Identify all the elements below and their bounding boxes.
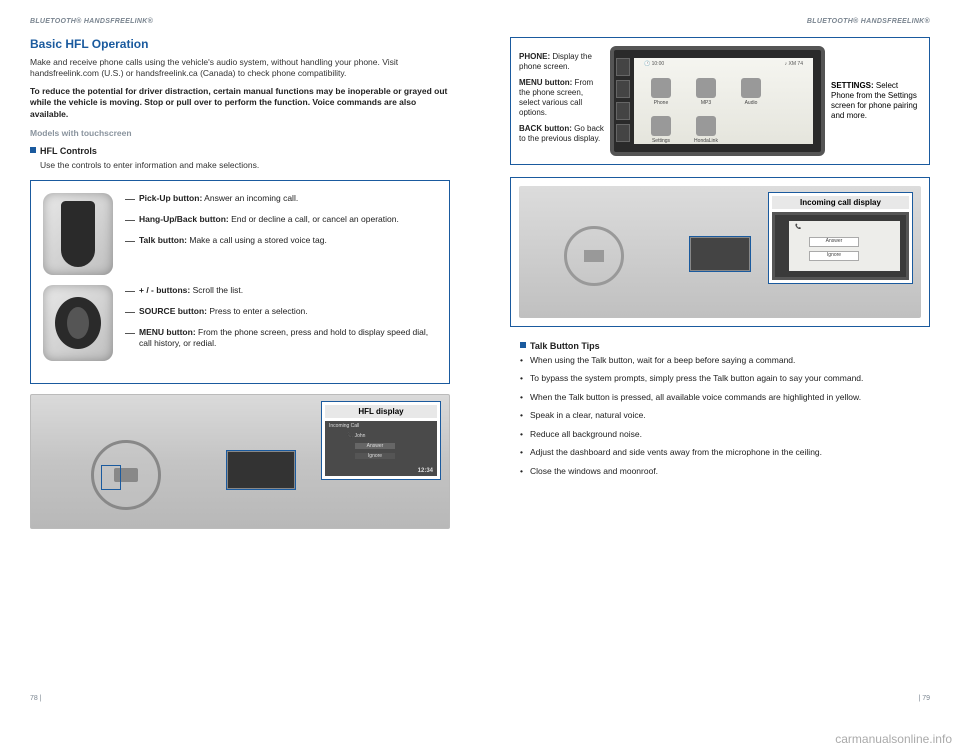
header-left: BLUETOOTH® HANDSFREELINK® <box>30 18 450 25</box>
hfl-display-title: HFL display <box>325 405 437 418</box>
screen-highlight <box>689 236 751 272</box>
phone-icon: Phone <box>644 78 678 106</box>
incoming-screen: 📞 Answer Ignore <box>772 212 909 280</box>
controls-subtext: Use the controls to enter information an… <box>40 160 450 171</box>
tip-item: Adjust the dashboard and side vents away… <box>520 447 930 458</box>
hondalink-icon: HondaLink <box>689 116 723 144</box>
side-btn <box>616 58 630 76</box>
page-number-79: | 79 <box>918 695 930 702</box>
steering-control-image-1 <box>43 193 113 275</box>
settings-callout: SETTINGS: Select Phone from the Settings… <box>831 81 921 121</box>
touchscreen-image: 🕐 10:00 ♪ XM 74 Phone MP3 Audio Settings… <box>610 46 825 156</box>
hfl-display-callout: HFL display Incoming Call 📞 John Answer … <box>321 401 441 480</box>
side-btn <box>616 102 630 120</box>
control-group-1: Pick-Up button: Answer an incoming call.… <box>43 193 437 275</box>
plusminus-label: + / - buttons: Scroll the list. <box>125 285 437 296</box>
tip-item: When using the Talk button, wait for a b… <box>520 355 930 366</box>
page-78: BLUETOOTH® HANDSFREELINK® Basic HFL Oper… <box>0 10 480 710</box>
incoming-display-callout: Incoming call display 📞 Answer Ignore <box>768 192 913 284</box>
incoming-figure: Incoming call display 📞 Answer Ignore <box>510 177 930 327</box>
hfl-controls-heading: HFL Controls <box>30 146 450 156</box>
back-callout: BACK button: Go back to the previous dis… <box>519 124 604 144</box>
menu-callout: MENU button: From the phone screen, sele… <box>519 78 604 118</box>
blue-square-icon <box>30 147 36 153</box>
page-number-78: 78 | <box>30 695 42 702</box>
steering-control-image-2 <box>43 285 113 361</box>
models-note: Models with touchscreen <box>30 128 450 138</box>
side-btn <box>616 124 630 142</box>
header-right: BLUETOOTH® HANDSFREELINK® <box>510 18 930 25</box>
incoming-dashboard-img: Incoming call display 📞 Answer Ignore <box>519 186 921 318</box>
dashboard-image: HFL display Incoming Call 📞 John Answer … <box>30 394 450 529</box>
controls-figure: Pick-Up button: Answer an incoming call.… <box>30 180 450 384</box>
tip-item: Reduce all background noise. <box>520 429 930 440</box>
source-label: SOURCE button: Press to enter a selectio… <box>125 306 437 317</box>
pickup-label: Pick-Up button: Answer an incoming call. <box>125 193 437 204</box>
left-callouts: PHONE: Display the phone screen. MENU bu… <box>519 52 604 150</box>
watermark: carmanualsonline.info <box>835 732 952 746</box>
tip-item: Speak in a clear, natural voice. <box>520 410 930 421</box>
tips-list: When using the Talk button, wait for a b… <box>510 355 930 477</box>
screen-highlight <box>226 450 296 490</box>
steering-wheel-icon <box>564 226 624 286</box>
phone-callout: PHONE: Display the phone screen. <box>519 52 604 72</box>
incoming-display-title: Incoming call display <box>772 196 909 209</box>
tip-item: When the Talk button is pressed, all ava… <box>520 392 930 403</box>
page-spread: BLUETOOTH® HANDSFREELINK® Basic HFL Oper… <box>0 0 960 720</box>
tips-heading: Talk Button Tips <box>520 341 930 351</box>
intro-text: Make and receive phone calls using the v… <box>30 57 450 80</box>
warning-text: To reduce the potential for driver distr… <box>30 86 450 120</box>
hfl-screen-mini: Incoming Call 📞 John Answer Ignore 12:34 <box>325 421 437 476</box>
talk-label: Talk button: Make a call using a stored … <box>125 235 437 246</box>
hangup-label: Hang-Up/Back button: End or decline a ca… <box>125 214 437 225</box>
settings-icon: Settings <box>644 116 678 144</box>
mp3-icon: MP3 <box>689 78 723 106</box>
control-group-2: + / - buttons: Scroll the list. SOURCE b… <box>43 285 437 361</box>
blue-square-icon <box>520 342 526 348</box>
steering-highlight <box>101 465 121 490</box>
side-btn <box>616 80 630 98</box>
menu-label: MENU button: From the phone screen, pres… <box>125 327 437 349</box>
section-title: Basic HFL Operation <box>30 37 450 51</box>
control-labels-1: Pick-Up button: Answer an incoming call.… <box>125 193 437 256</box>
tip-item: To bypass the system prompts, simply pre… <box>520 373 930 384</box>
tip-item: Close the windows and moonroof. <box>520 466 930 477</box>
audio-icon: Audio <box>734 78 768 106</box>
touchscreen-figure: PHONE: Display the phone screen. MENU bu… <box>510 37 930 165</box>
page-79: BLUETOOTH® HANDSFREELINK® PHONE: Display… <box>480 10 960 710</box>
control-labels-2: + / - buttons: Scroll the list. SOURCE b… <box>125 285 437 359</box>
touchscreen-inner: 🕐 10:00 ♪ XM 74 Phone MP3 Audio Settings… <box>634 58 813 144</box>
